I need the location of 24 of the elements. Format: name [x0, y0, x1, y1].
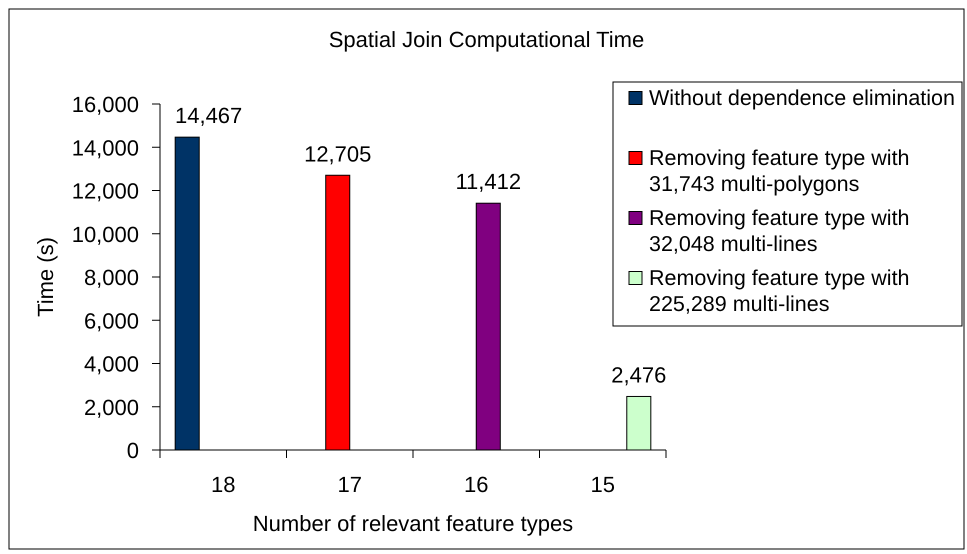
y-tick-label: 12,000 [72, 178, 139, 203]
data-label: 12,705 [304, 141, 372, 166]
legend-label: Removing feature type with 32,048 multi-lines [649, 206, 910, 256]
y-tick-label: 2,000 [84, 394, 139, 420]
y-tick-label: 16,000 [72, 92, 139, 116]
x-axis-title: Number of relevant feature types [252, 510, 574, 536]
y-axis-title: Time (s) [32, 237, 58, 317]
x-tick-label: 18 [211, 472, 236, 496]
x-tick-label: 16 [464, 472, 488, 496]
data-label: 14,467 [174, 103, 242, 128]
data-label: 11,412 [455, 169, 522, 194]
data-label: 2,476 [611, 362, 666, 388]
y-tick-label: 10,000 [72, 221, 139, 246]
y-tick-label: 6,000 [84, 308, 139, 333]
legend-label: Removing feature type with 31,743 multi-polygons [649, 146, 910, 196]
legend-label: Removing feature type with 225,289 multi-lines [649, 266, 910, 316]
y-tick-label: 4,000 [84, 351, 139, 376]
chart-title: Spatial Join Computational Time [328, 26, 644, 52]
x-tick-label: 15 [590, 472, 615, 496]
x-tick-label: 17 [338, 472, 362, 496]
y-tick-label: 14,000 [72, 134, 139, 160]
y-tick-label: 8,000 [84, 264, 139, 290]
y-tick-label: 0 [126, 438, 139, 462]
legend-label: Without dependence elimination [649, 86, 955, 110]
